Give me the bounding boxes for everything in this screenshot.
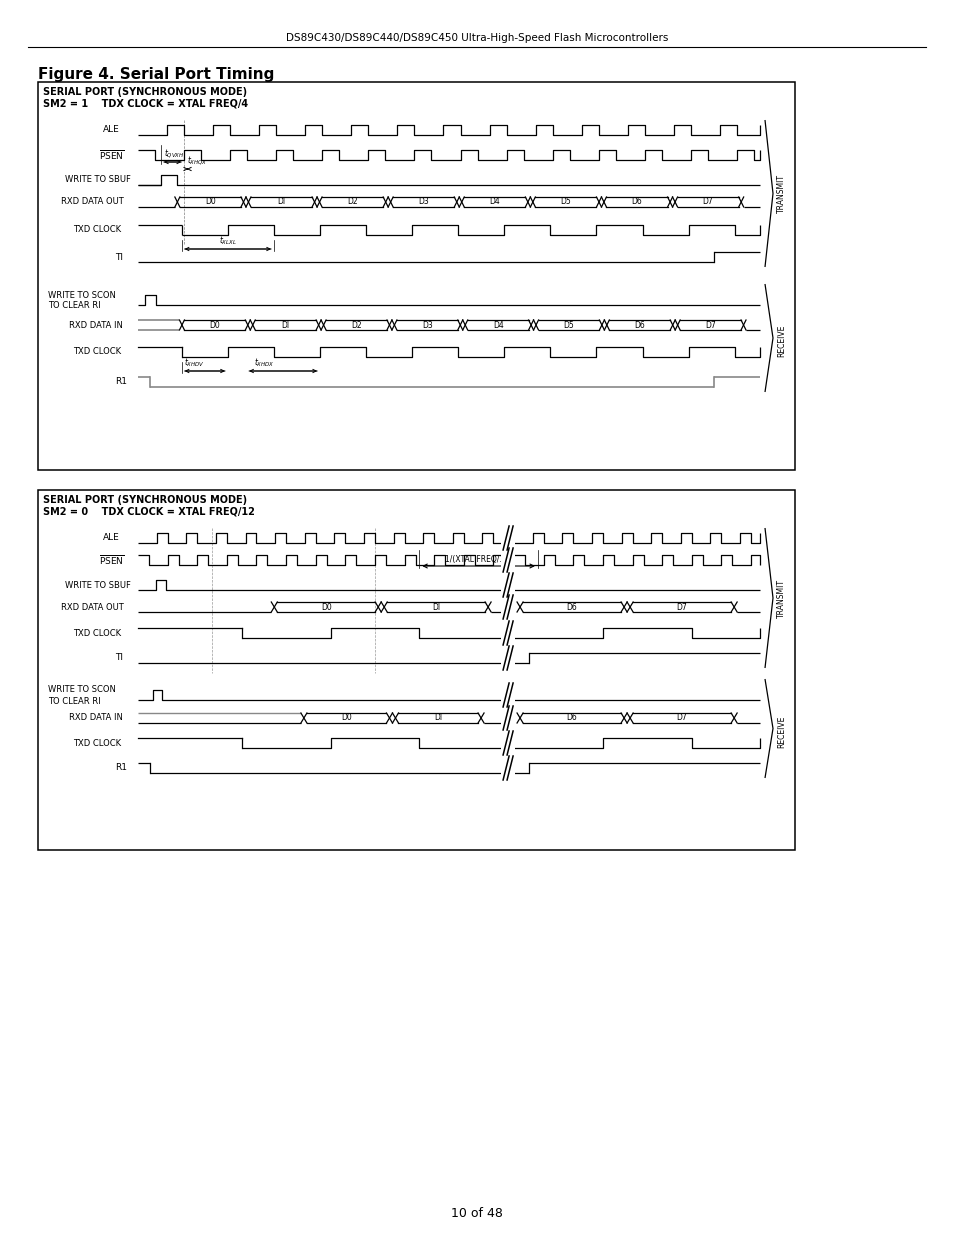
Bar: [500, 594, 515, 620]
Text: ALE: ALE: [103, 534, 120, 542]
Text: TO CLEAR RI: TO CLEAR RI: [48, 301, 100, 310]
Text: RXD DATA OUT: RXD DATA OUT: [61, 603, 124, 611]
Text: SERIAL PORT (SYNCHRONOUS MODE): SERIAL PORT (SYNCHRONOUS MODE): [43, 86, 247, 98]
Text: DI: DI: [281, 321, 290, 330]
Text: D7: D7: [704, 321, 715, 330]
Bar: [500, 620, 515, 646]
Text: RXD DATA IN: RXD DATA IN: [69, 714, 123, 722]
Text: SERIAL PORT (SYNCHRONOUS MODE): SERIAL PORT (SYNCHRONOUS MODE): [43, 495, 247, 505]
Text: 1/(XTAL FREQ/12): 1/(XTAL FREQ/12): [445, 555, 512, 564]
Text: SM2 = 1    TDX CLOCK = XTAL FREQ/4: SM2 = 1 TDX CLOCK = XTAL FREQ/4: [43, 99, 248, 109]
Text: D0: D0: [341, 714, 352, 722]
Text: WRITE TO SBUF: WRITE TO SBUF: [65, 175, 131, 184]
Text: TO CLEAR RI: TO CLEAR RI: [48, 697, 100, 705]
Bar: [500, 572, 515, 598]
Bar: [38, 82, 794, 471]
Bar: [500, 645, 515, 671]
Text: TXD CLOCK: TXD CLOCK: [73, 629, 121, 637]
Text: SM2 = 0    TDX CLOCK = XTAL FREQ/12: SM2 = 0 TDX CLOCK = XTAL FREQ/12: [43, 508, 254, 517]
Text: D6: D6: [566, 714, 577, 722]
Text: DI: DI: [432, 603, 439, 611]
Text: RECEIVE: RECEIVE: [776, 715, 785, 747]
Text: RXD DATA OUT: RXD DATA OUT: [61, 198, 124, 206]
Text: $t_{QVXH}$: $t_{QVXH}$: [164, 147, 184, 161]
Text: D3: D3: [418, 198, 429, 206]
Text: TI: TI: [115, 653, 123, 662]
Text: D2: D2: [347, 198, 357, 206]
Bar: [500, 525, 515, 551]
Text: DI: DI: [277, 198, 285, 206]
Text: $t_{XLXL}$: $t_{XLXL}$: [218, 235, 236, 247]
Text: D6: D6: [631, 198, 641, 206]
Text: D6: D6: [566, 603, 577, 611]
Text: TRANSMIT: TRANSMIT: [776, 578, 785, 618]
Text: D5: D5: [563, 321, 574, 330]
Text: D0: D0: [205, 198, 215, 206]
Text: $t_{XHDX}$: $t_{XHDX}$: [254, 357, 274, 369]
Text: D7: D7: [676, 714, 687, 722]
Bar: [500, 755, 515, 781]
Text: R1: R1: [115, 378, 127, 387]
Text: DI: DI: [434, 714, 442, 722]
Text: DS89C430/DS89C440/DS89C450 Ultra-High-Speed Flash Microcontrollers: DS89C430/DS89C440/DS89C450 Ultra-High-Sp…: [286, 33, 667, 43]
Text: R1: R1: [115, 763, 127, 773]
Text: 10 of 48: 10 of 48: [451, 1207, 502, 1220]
Text: $t_{XHDV}$: $t_{XHDV}$: [184, 357, 204, 369]
Text: D7: D7: [702, 198, 713, 206]
Text: TXD CLOCK: TXD CLOCK: [73, 347, 121, 357]
Text: ALE: ALE: [103, 126, 120, 135]
Text: D7: D7: [676, 603, 687, 611]
Text: D3: D3: [421, 321, 433, 330]
Bar: [500, 705, 515, 731]
Text: TI: TI: [115, 252, 123, 262]
Text: $t_{XHQX}$: $t_{XHQX}$: [187, 154, 208, 167]
Text: WRITE TO SCON: WRITE TO SCON: [48, 685, 115, 694]
Bar: [500, 547, 515, 573]
Text: D6: D6: [634, 321, 644, 330]
Text: Figure 4. Serial Port Timing: Figure 4. Serial Port Timing: [38, 67, 274, 82]
Bar: [38, 490, 794, 850]
Text: TRANSMIT: TRANSMIT: [776, 174, 785, 212]
Text: D4: D4: [493, 321, 503, 330]
Text: WRITE TO SBUF: WRITE TO SBUF: [65, 580, 131, 589]
Text: $\overline{\rm PSEN}$: $\overline{\rm PSEN}$: [99, 148, 125, 162]
Text: TXD CLOCK: TXD CLOCK: [73, 739, 121, 747]
Text: D4: D4: [489, 198, 499, 206]
Text: TXD CLOCK: TXD CLOCK: [73, 226, 121, 235]
Text: D0: D0: [320, 603, 332, 611]
Text: WRITE TO SCON: WRITE TO SCON: [48, 290, 115, 300]
Bar: [500, 682, 515, 708]
Text: RXD DATA IN: RXD DATA IN: [69, 321, 123, 330]
Text: D2: D2: [351, 321, 361, 330]
Bar: [500, 730, 515, 756]
Text: D5: D5: [560, 198, 571, 206]
Text: D0: D0: [210, 321, 220, 330]
Text: $\overline{\rm PSEN}$: $\overline{\rm PSEN}$: [99, 553, 125, 567]
Text: RECEIVE: RECEIVE: [776, 325, 785, 357]
